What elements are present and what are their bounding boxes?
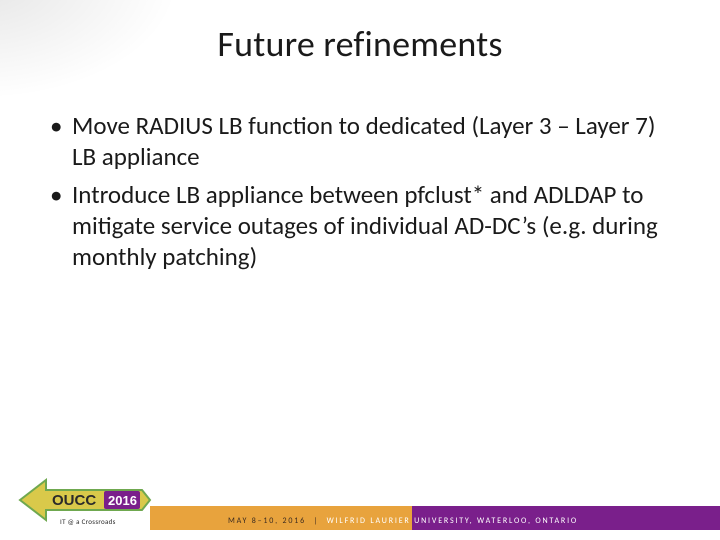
- footer-text: MAY 8–10, 2016 | WILFRID LAURIER UNIVERS…: [228, 516, 578, 526]
- footer-date: MAY 8–10, 2016: [228, 516, 306, 526]
- slide-title: Future refinements: [0, 22, 720, 66]
- bullet-item: Move RADIUS LB function to dedicated (La…: [48, 110, 672, 173]
- slide: Future refinements Move RADIUS LB functi…: [0, 0, 720, 540]
- logo-subtitle: IT @ a Crossroads: [60, 517, 116, 526]
- footer-venue: WILFRID LAURIER UNIVERSITY, WATERLOO, ON…: [327, 516, 578, 526]
- slide-body: Move RADIUS LB function to dedicated (La…: [48, 110, 672, 278]
- bullet-item: Introduce LB appliance between pfclust* …: [48, 179, 672, 273]
- footer: MAY 8–10, 2016 | WILFRID LAURIER UNIVERS…: [0, 480, 720, 540]
- logo-year-text: 2016: [108, 493, 137, 508]
- oucc-logo: OUCC 2016 IT @ a Crossroads: [18, 478, 168, 534]
- bullet-list: Move RADIUS LB function to dedicated (La…: [48, 110, 672, 272]
- footer-separator: |: [310, 516, 323, 526]
- logo-main-text: OUCC: [52, 492, 96, 509]
